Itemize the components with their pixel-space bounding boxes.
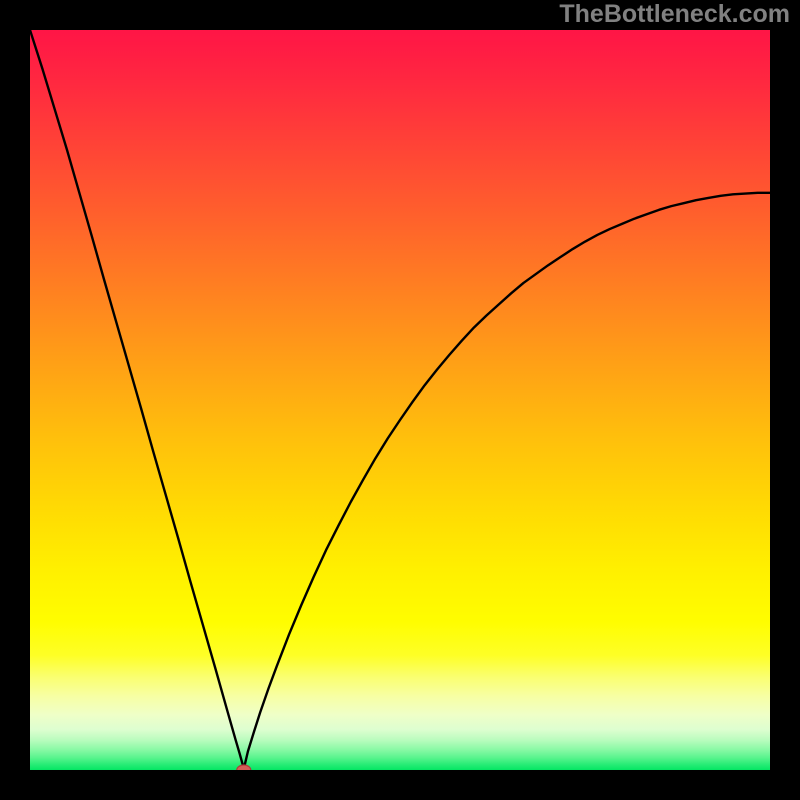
plot-area	[30, 30, 770, 770]
plot-svg	[30, 30, 770, 770]
chart-frame: TheBottleneck.com	[0, 0, 800, 800]
gradient-background	[30, 30, 770, 770]
watermark-label: TheBottleneck.com	[559, 0, 790, 29]
minimum-marker	[237, 765, 251, 770]
